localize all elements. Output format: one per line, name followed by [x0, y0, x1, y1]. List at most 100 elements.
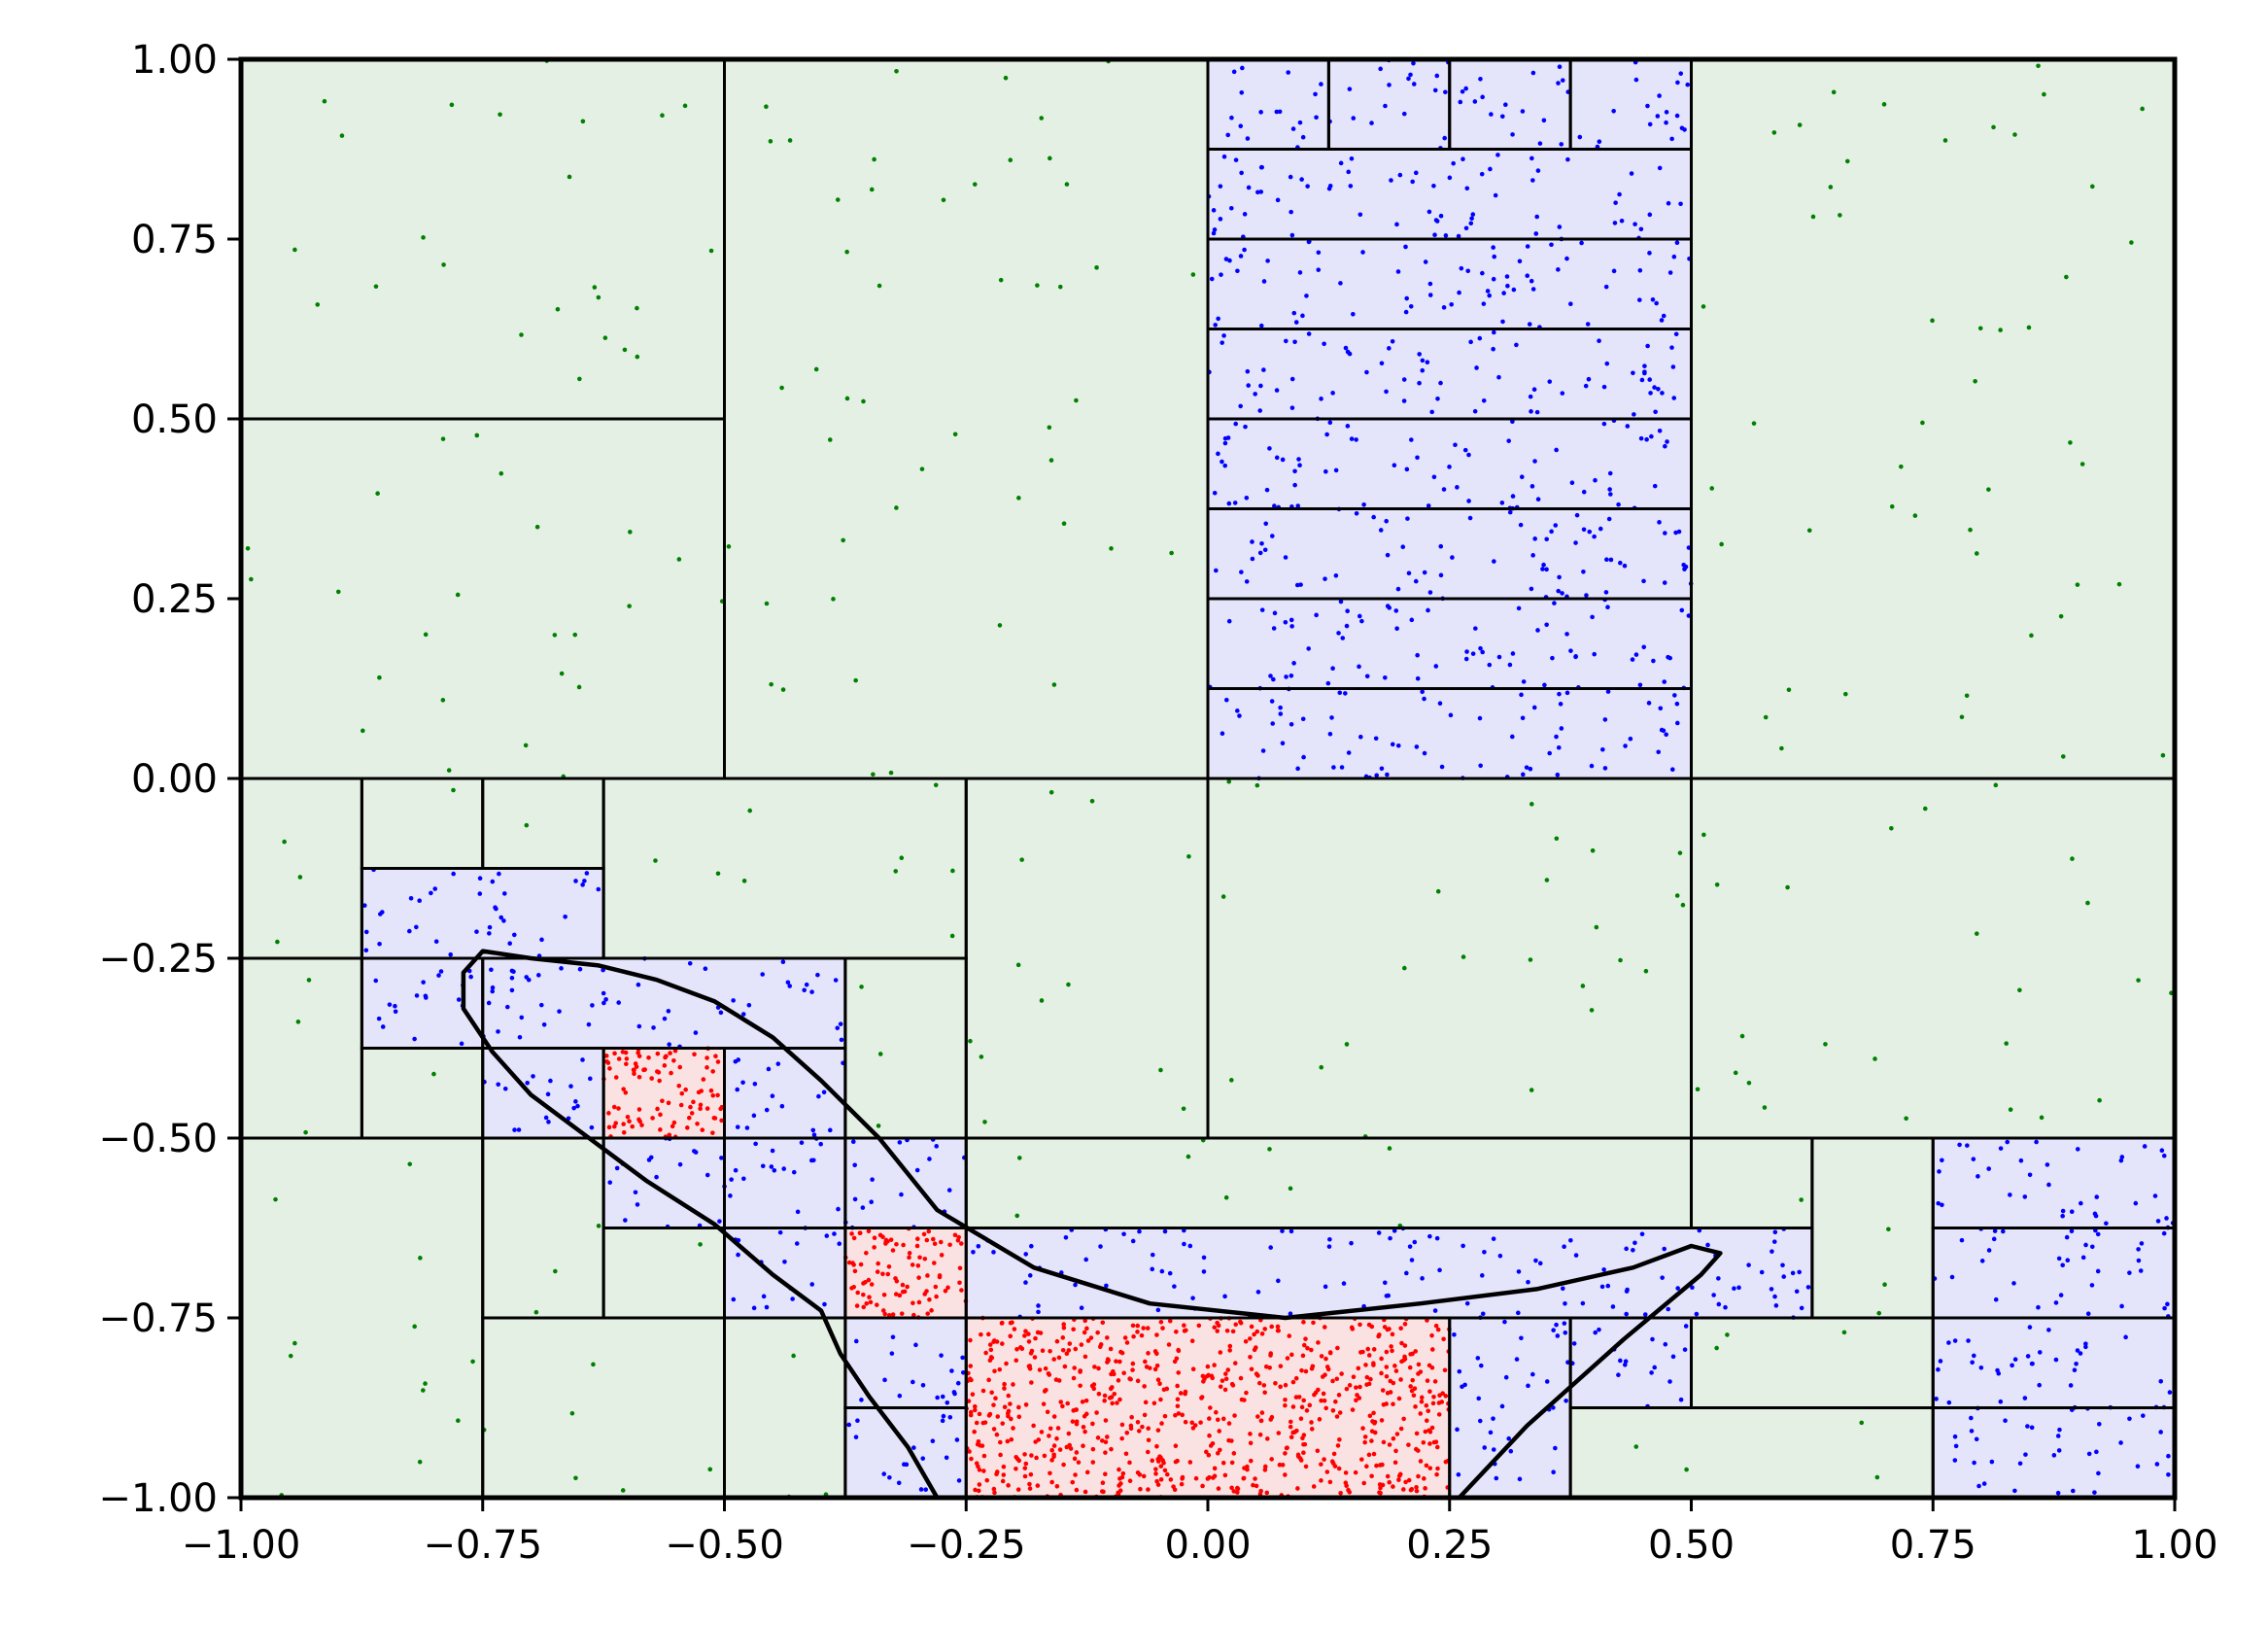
- point-boundary: [1422, 570, 1427, 575]
- point-boundary: [1519, 1335, 1524, 1341]
- point-outside: [1169, 550, 1174, 556]
- point-boundary: [1530, 1371, 1535, 1377]
- point-inside: [970, 1392, 976, 1397]
- point-inside: [1100, 1480, 1106, 1486]
- point-boundary: [1584, 593, 1589, 598]
- point-boundary: [1246, 185, 1252, 190]
- point-boundary: [1379, 361, 1385, 366]
- point-boundary: [636, 982, 641, 987]
- point-outside: [2039, 1115, 2045, 1121]
- point-boundary: [1201, 1269, 1207, 1274]
- point-inside: [1334, 1376, 1340, 1382]
- point-boundary: [2159, 1148, 2165, 1154]
- point-inside: [1158, 1477, 1164, 1482]
- point-boundary: [1220, 731, 1225, 737]
- point-boundary: [407, 928, 412, 934]
- point-inside: [1048, 1470, 1052, 1476]
- point-boundary: [1514, 342, 1519, 348]
- point-boundary: [2085, 1311, 2091, 1317]
- point-inside: [1016, 1414, 1022, 1420]
- point-boundary: [1473, 626, 1478, 631]
- point-outside: [1881, 102, 1887, 107]
- point-boundary: [717, 1219, 722, 1224]
- point-inside: [1033, 1335, 1038, 1341]
- point-boundary: [1354, 437, 1358, 442]
- point-inside: [1001, 1464, 1007, 1469]
- point-boundary: [1235, 268, 1240, 274]
- point-inside: [1299, 1367, 1304, 1373]
- point-inside: [1365, 1346, 1371, 1352]
- point-boundary: [1505, 283, 1510, 289]
- point-inside: [869, 1282, 875, 1287]
- point-boundary: [1300, 313, 1305, 319]
- point-boundary: [1083, 1257, 1089, 1262]
- point-inside: [1182, 1329, 1187, 1333]
- point-inside: [1295, 1486, 1300, 1491]
- point-boundary: [1629, 171, 1634, 176]
- point-outside: [982, 1120, 987, 1124]
- point-inside: [1436, 1412, 1442, 1417]
- point-boundary: [1521, 772, 1526, 778]
- point-inside: [1323, 1372, 1327, 1377]
- point-boundary: [2133, 1200, 2139, 1206]
- point-inside: [1111, 1368, 1116, 1374]
- point-boundary: [1349, 156, 1355, 161]
- point-outside: [421, 1388, 426, 1393]
- point-boundary: [1631, 370, 1635, 376]
- point-inside: [1335, 1443, 1341, 1448]
- point-boundary: [417, 898, 423, 903]
- point-boundary: [1289, 232, 1295, 238]
- point-inside: [1218, 1384, 1223, 1390]
- point-boundary: [1283, 620, 1289, 625]
- point-boundary: [1663, 443, 1667, 449]
- point-inside: [984, 1477, 990, 1483]
- point-inside: [670, 1124, 675, 1129]
- point-boundary: [1564, 632, 1569, 637]
- point-inside: [1031, 1423, 1036, 1429]
- point-boundary: [940, 1418, 945, 1424]
- point-boundary: [2055, 1434, 2061, 1438]
- point-boundary: [1289, 617, 1294, 623]
- point-outside: [1684, 1467, 1689, 1472]
- point-inside: [1135, 1323, 1141, 1329]
- point-inside: [1366, 1353, 1372, 1358]
- point-inside: [1364, 1464, 1369, 1469]
- point-boundary: [1475, 1356, 1481, 1361]
- point-inside: [1130, 1367, 1135, 1372]
- point-boundary: [1488, 1430, 1494, 1435]
- point-boundary: [1517, 1476, 1523, 1482]
- point-boundary: [1222, 463, 1228, 468]
- point-boundary: [1632, 1240, 1637, 1246]
- point-inside: [689, 1111, 695, 1116]
- point-boundary: [1451, 160, 1456, 166]
- point-boundary: [1488, 166, 1493, 172]
- point-boundary: [1412, 1239, 1418, 1245]
- point-boundary: [837, 1241, 842, 1247]
- point-outside: [1460, 954, 1466, 959]
- point-inside: [1427, 1389, 1432, 1394]
- point-boundary: [1232, 501, 1238, 505]
- point-inside: [1285, 1356, 1290, 1361]
- point-inside: [1144, 1365, 1150, 1369]
- point-boundary: [2060, 1208, 2066, 1214]
- point-outside: [1806, 528, 1812, 534]
- point-outside: [622, 347, 628, 353]
- point-inside: [616, 1056, 622, 1061]
- point-outside: [2012, 132, 2017, 137]
- point-inside: [1103, 1418, 1109, 1423]
- point-boundary: [1299, 177, 1304, 182]
- point-inside: [688, 1104, 693, 1110]
- point-inside: [1072, 1456, 1078, 1462]
- point-outside: [859, 985, 864, 989]
- point-outside: [423, 632, 429, 638]
- point-inside: [1071, 1375, 1077, 1381]
- point-boundary: [2089, 1283, 2095, 1288]
- point-boundary: [1209, 276, 1215, 282]
- point-boundary: [1420, 358, 1426, 363]
- point-inside: [1391, 1401, 1395, 1407]
- point-inside: [994, 1432, 1000, 1437]
- point-boundary: [1480, 270, 1485, 276]
- point-inside: [1288, 1419, 1293, 1425]
- point-boundary: [1547, 750, 1553, 756]
- point-boundary: [1431, 183, 1436, 189]
